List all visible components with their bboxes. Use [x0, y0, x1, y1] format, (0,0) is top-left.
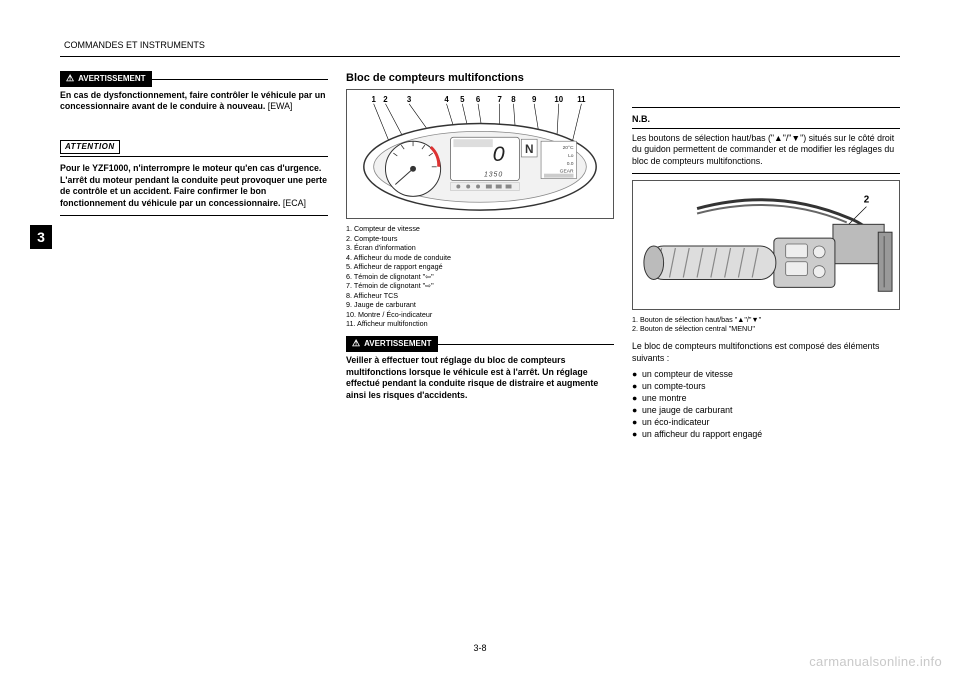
nb-label: N.B. — [632, 114, 650, 124]
watermark: carmanualsonline.info — [809, 654, 942, 669]
svg-text:9: 9 — [532, 95, 537, 104]
side-tab: 3 — [30, 225, 52, 249]
bullet-text: un compteur de vitesse — [642, 369, 900, 381]
bullet-icon: ● — [632, 429, 642, 441]
section-title: Bloc de compteurs multifonctions — [346, 71, 614, 85]
attention-label: ATTENTION — [60, 140, 120, 154]
svg-text:5: 5 — [460, 95, 465, 104]
svg-text:3: 3 — [407, 95, 412, 104]
warning-rule-1 — [152, 79, 329, 80]
svg-text:11: 11 — [577, 95, 586, 104]
warning-rule-2 — [438, 344, 615, 345]
figure-handlebar: 2 1 — [632, 180, 900, 310]
warning-label-1: ⚠ AVERTISSEMENT — [60, 71, 152, 87]
legend-item: 7. Témoin de clignotant "⇨" — [346, 281, 614, 290]
warning-label-text-2: AVERTISSEMENT — [364, 339, 431, 349]
legend-item: 10. Montre / Éco-indicateur — [346, 310, 614, 319]
bullet-icon: ● — [632, 381, 642, 393]
svg-text:1350: 1350 — [484, 172, 503, 179]
bullet-text: une jauge de carburant — [642, 405, 900, 417]
bullet-text: un afficheur du rapport engagé — [642, 429, 900, 441]
figure-dashboard-legend: 1. Compteur de vitesse 2. Compte-tours 3… — [346, 224, 614, 328]
svg-text:10: 10 — [554, 95, 563, 104]
nb-top-rule — [632, 107, 900, 108]
attention-tail: [ECA] — [283, 198, 306, 208]
legend-item: 11. Afficheur multifonction — [346, 319, 614, 328]
svg-text:N: N — [525, 142, 534, 156]
bullet-icon: ● — [632, 417, 642, 429]
legend-item: 1. Compteur de vitesse — [346, 224, 614, 233]
page-number: 3-8 — [473, 643, 486, 653]
bullet-text: un éco-indicateur — [642, 417, 900, 429]
warning-tail-1: [EWA] — [268, 101, 293, 111]
bullet-list: ●un compteur de vitesse ●un compte-tours… — [632, 369, 900, 440]
bullet-icon: ● — [632, 405, 642, 417]
figure-dashboard: 1 2 3 4 5 6 7 8 9 10 11 — [346, 89, 614, 219]
svg-text:2: 2 — [383, 95, 388, 104]
legend-item: 5. Afficheur de rapport engagé — [346, 262, 614, 271]
bullet-text: un compte-tours — [642, 381, 900, 393]
legend-item: 1. Bouton de sélection haut/bas "▲"/"▼" — [632, 315, 900, 324]
legend-item: 6. Témoin de clignotant "⇦" — [346, 272, 614, 281]
figure-handlebar-legend: 1. Bouton de sélection haut/bas "▲"/"▼" … — [632, 315, 900, 334]
legend-item: 4. Afficheur du mode de conduite — [346, 253, 614, 262]
warning-label-2: ⚠ AVERTISSEMENT — [346, 336, 438, 352]
warning-icon: ⚠ — [66, 73, 74, 85]
column-1: ⚠ AVERTISSEMENT En cas de dysfonctionnem… — [60, 71, 328, 441]
warning-icon: ⚠ — [352, 338, 360, 350]
svg-text:4: 4 — [444, 95, 449, 104]
svg-text:7: 7 — [498, 95, 503, 104]
bullet-icon: ● — [632, 369, 642, 381]
column-3: N.B. Les boutons de sélection haut/bas (… — [632, 71, 900, 441]
svg-text:2: 2 — [864, 195, 870, 206]
warning-text-2: Veiller à effectuer tout réglage du bloc… — [346, 355, 598, 399]
svg-text:1: 1 — [371, 95, 376, 104]
svg-text:0: 0 — [493, 141, 505, 166]
bullet-icon: ● — [632, 393, 642, 405]
nb-under-rule — [632, 128, 900, 129]
intro-text: Le bloc de compteurs multifonctions est … — [632, 341, 900, 364]
page-header: COMMANDES ET INSTRUMENTS — [60, 40, 900, 50]
column-2: Bloc de compteurs multifonctions 1 2 3 4… — [346, 71, 614, 441]
legend-item: 2. Compte-tours — [346, 234, 614, 243]
warning-label-text-1: AVERTISSEMENT — [78, 74, 145, 84]
header-rule — [60, 56, 900, 57]
nb-text: Les boutons de sélection haut/bas ("▲"/"… — [632, 133, 900, 167]
bullet-text: une montre — [642, 393, 900, 405]
svg-text:Lo: Lo — [568, 153, 574, 159]
columns: ⚠ AVERTISSEMENT En cas de dysfonctionnem… — [60, 71, 900, 441]
warning-bar-2: ⚠ AVERTISSEMENT — [346, 336, 614, 352]
svg-text:6: 6 — [476, 95, 481, 104]
svg-text:8: 8 — [511, 95, 516, 104]
legend-item: 9. Jauge de carburant — [346, 300, 614, 309]
attention-top-rule — [60, 156, 328, 157]
attention-block: ATTENTION Pour le YZF1000, n'interrompre… — [60, 140, 328, 216]
svg-text:0.0: 0.0 — [567, 161, 574, 167]
legend-item: 8. Afficheur TCS — [346, 291, 614, 300]
svg-text:20°C: 20°C — [563, 145, 574, 151]
page: 3 COMMANDES ET INSTRUMENTS ⚠ AVERTISSEME… — [0, 0, 960, 679]
legend-item: 2. Bouton de sélection central "MENU" — [632, 324, 900, 333]
warning-bar-1: ⚠ AVERTISSEMENT — [60, 71, 328, 87]
legend-item: 3. Écran d'information — [346, 243, 614, 252]
attention-bottom-rule — [60, 215, 328, 216]
nb-bottom-rule — [632, 173, 900, 174]
